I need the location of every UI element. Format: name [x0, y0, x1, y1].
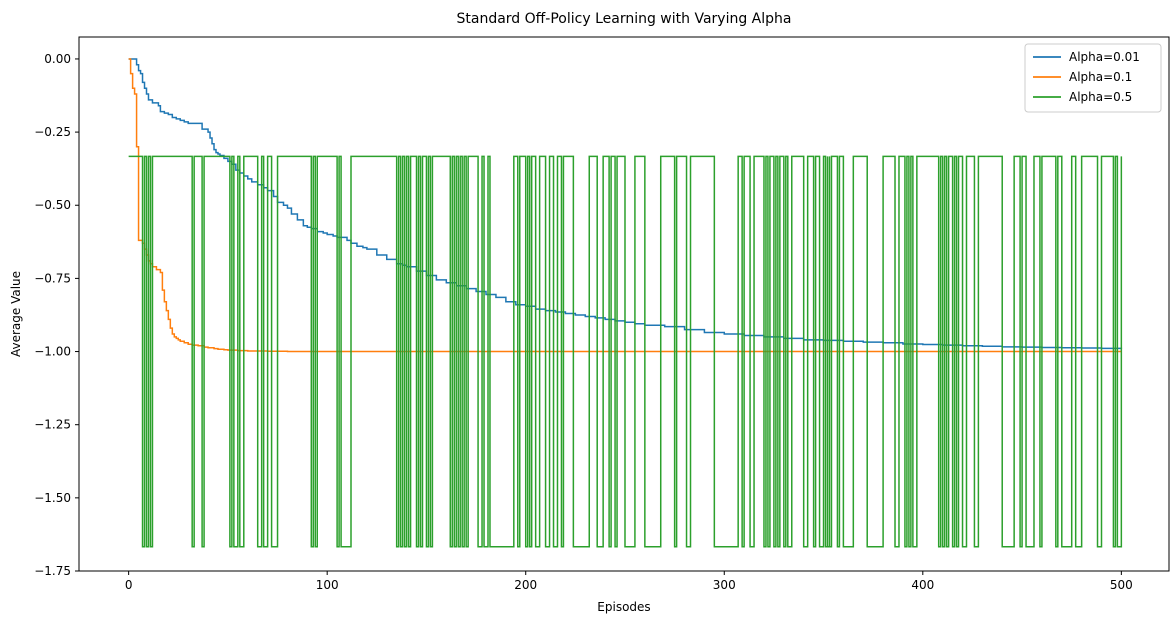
- chart-title: Standard Off-Policy Learning with Varyin…: [457, 11, 792, 27]
- x-axis-label: Episodes: [597, 600, 650, 614]
- y-tick-label: −0.50: [34, 198, 71, 212]
- legend-box: [1024, 43, 1162, 113]
- x-tick-label: 0: [125, 578, 133, 592]
- y-tick-label: 0.00: [44, 52, 71, 66]
- x-tick-label: 200: [514, 578, 537, 592]
- x-tick-label: 300: [713, 578, 736, 592]
- series-line-alpha-0-5: [128, 155, 1123, 548]
- y-axis-label: Average Value: [9, 271, 23, 357]
- x-tick-label: 400: [911, 578, 934, 592]
- y-tick-label: −1.75: [34, 564, 71, 578]
- y-tick-label: −0.25: [34, 125, 71, 139]
- y-tick-label: −0.75: [34, 271, 71, 285]
- y-tick-label: −1.25: [34, 418, 71, 432]
- y-tick-label: −1.50: [34, 491, 71, 505]
- legend-label: Alpha=0.5: [1069, 90, 1132, 104]
- plot-frame: [78, 36, 1170, 572]
- y-tick-label: −1.00: [34, 345, 71, 359]
- legend: Alpha=0.01 Alpha=0.1 Alpha=0.5: [1024, 43, 1162, 113]
- plot-area: 0 100 200 300 400 500 0.00 −0.25 −0.50 −0.75 −1.00…: [34, 36, 1170, 592]
- legend-label: Alpha=0.1: [1069, 70, 1132, 84]
- x-tick-label: 100: [316, 578, 339, 592]
- x-tick-label: 500: [1110, 578, 1133, 592]
- legend-label: Alpha=0.01: [1069, 50, 1140, 64]
